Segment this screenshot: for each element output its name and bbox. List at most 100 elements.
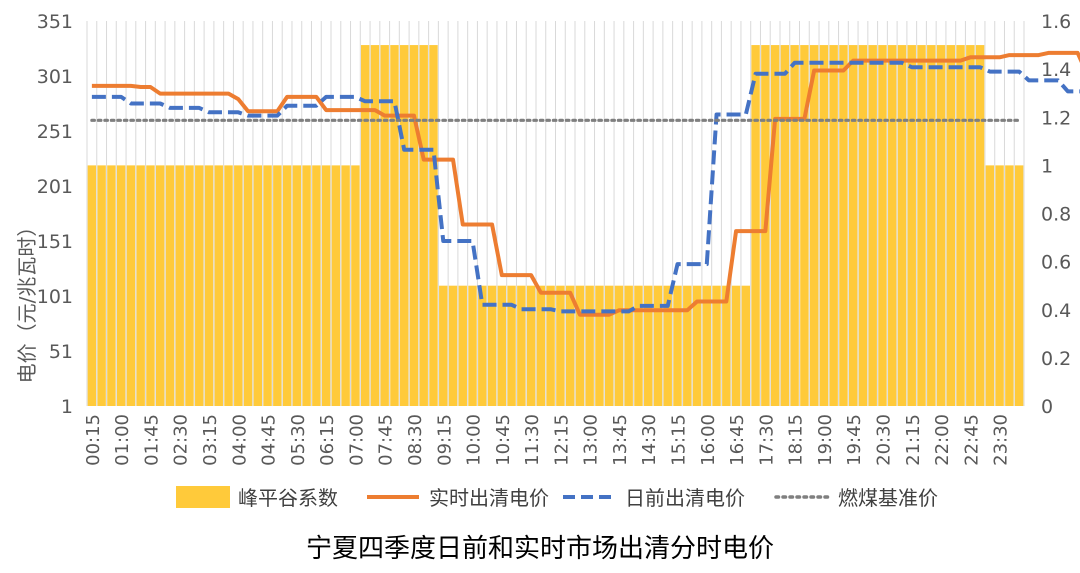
bar — [770, 45, 780, 406]
left-axis-tick-label: 101 — [37, 286, 73, 308]
bar — [565, 285, 575, 406]
legend-swatch — [176, 486, 230, 508]
x-axis-tick-label: 19:45 — [844, 414, 865, 466]
x-axis-tick-label: 12:15 — [551, 414, 572, 466]
legend-label: 实时出清电价 — [429, 486, 549, 510]
legend-item: 日前出清电价 — [563, 486, 745, 510]
bar — [809, 45, 819, 406]
day-ahead-price-line — [91, 60, 1080, 314]
x-axis-tick-label: 10:00 — [464, 414, 485, 466]
legend-item: 峰平谷系数 — [176, 486, 338, 510]
legend-label: 峰平谷系数 — [238, 486, 338, 510]
bar — [888, 45, 897, 406]
x-axis-tick-label: 18:15 — [786, 414, 807, 466]
bar — [370, 45, 380, 406]
right-axis-tick-label: 1.6 — [1041, 11, 1071, 33]
bar — [604, 285, 614, 406]
right-axis-tick-label: 0.2 — [1041, 348, 1071, 370]
legend-label: 日前出清电价 — [625, 486, 745, 510]
bar — [214, 165, 223, 406]
bar — [263, 165, 272, 406]
x-axis-tick-label: 10:45 — [493, 414, 514, 466]
bar — [351, 165, 360, 406]
bar — [966, 45, 975, 406]
bar — [624, 285, 633, 406]
bar — [975, 45, 985, 406]
x-axis-tick-label: 15:15 — [669, 414, 690, 466]
bar — [936, 45, 946, 406]
legend-item: 实时出清电价 — [367, 486, 549, 510]
x-axis-tick-label: 00:15 — [83, 414, 104, 466]
bar — [448, 285, 458, 406]
bar — [146, 165, 155, 406]
line-layer — [90, 50, 1080, 317]
x-axis-tick-label: 17:30 — [756, 414, 777, 466]
bar — [556, 285, 565, 406]
legend-item: 燃煤基准价 — [774, 486, 938, 510]
bar — [400, 45, 409, 406]
bar — [517, 285, 526, 406]
bar — [234, 165, 243, 406]
x-axis-tick-label: 08:30 — [405, 414, 426, 466]
bar — [829, 45, 838, 406]
bar — [927, 45, 936, 406]
bar — [780, 45, 790, 406]
bar — [507, 285, 516, 406]
legend: 峰平谷系数 实时出清电价 日前出清电价 燃煤基准价 — [176, 486, 938, 510]
bar — [224, 165, 233, 406]
bar — [87, 165, 97, 406]
bar — [848, 45, 858, 406]
bar — [1005, 165, 1014, 406]
bar — [575, 285, 585, 406]
left-axis-tick-label: 351 — [37, 11, 73, 33]
x-axis-tick-label: 13:45 — [610, 414, 631, 466]
bar — [107, 165, 116, 406]
bar — [751, 45, 760, 406]
x-axis-tick-label: 21:15 — [903, 414, 924, 466]
bar — [692, 285, 702, 406]
bar — [585, 285, 594, 406]
bar — [97, 165, 106, 406]
x-axis-tick-label: 22:45 — [961, 414, 982, 466]
bar — [321, 165, 331, 406]
bar — [497, 285, 507, 406]
bar — [917, 45, 926, 406]
x-axis-tick-label: 19:00 — [815, 414, 836, 466]
bar — [409, 45, 419, 406]
x-axis-tick-label: 11:30 — [522, 414, 543, 466]
x-axis-tick-label: 01:45 — [141, 414, 162, 466]
axis-layer: 15110115120125130135100.20.40.60.811.21.… — [37, 11, 1071, 466]
x-axis-tick-label: 06:15 — [317, 414, 338, 466]
bar — [253, 165, 263, 406]
bar — [819, 45, 829, 406]
bar — [156, 165, 165, 406]
bar — [653, 285, 663, 406]
bar — [644, 285, 653, 406]
bar — [722, 285, 731, 406]
bar — [165, 165, 175, 406]
bar — [243, 165, 253, 406]
bar — [595, 285, 604, 406]
bar — [995, 165, 1004, 406]
bar — [175, 165, 184, 406]
legend-label: 燃煤基准价 — [838, 486, 938, 510]
x-axis-tick-label: 05:30 — [288, 414, 309, 466]
bar — [683, 285, 692, 406]
x-axis-tick-label: 14:30 — [639, 414, 660, 466]
bar — [136, 165, 145, 406]
bar — [712, 285, 721, 406]
bar — [458, 285, 467, 406]
bar — [878, 45, 887, 406]
right-axis-tick-label: 0.6 — [1041, 252, 1071, 274]
bar — [663, 285, 672, 406]
bar — [546, 285, 555, 406]
left-axis-tick-label: 151 — [37, 231, 73, 253]
bar — [731, 285, 741, 406]
x-axis-tick-label: 20:30 — [874, 414, 895, 466]
bar — [800, 45, 809, 406]
bar — [858, 45, 868, 406]
x-axis-tick-label: 16:00 — [698, 414, 719, 466]
x-axis-tick-label: 23:30 — [991, 414, 1012, 466]
